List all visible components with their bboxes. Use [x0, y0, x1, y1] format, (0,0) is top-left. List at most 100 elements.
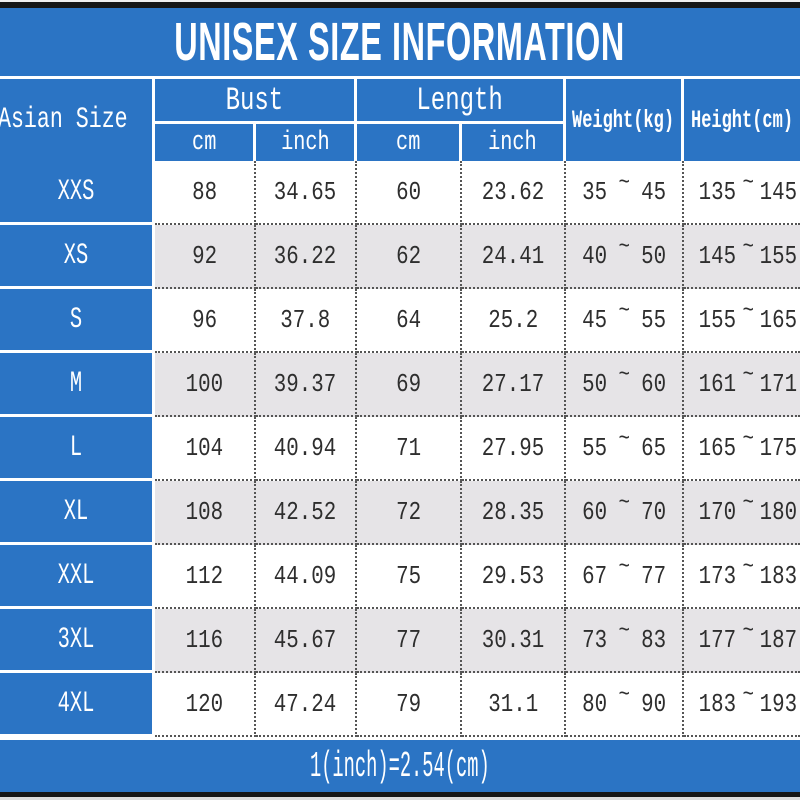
height-max-value: 175 [759, 433, 798, 463]
bust-inch-value: 39.37 [274, 369, 337, 399]
length-cm-value: 60 [396, 177, 421, 207]
length-cm-value: 79 [396, 689, 421, 719]
range-tilde: ~ [742, 233, 754, 261]
col-header-weight: Weight(kg) [566, 79, 684, 161]
height-range-cell: 161 ~ 171 [684, 353, 800, 417]
col-header-length-inch-label: inch [488, 127, 537, 158]
weight-max-value: 55 [640, 305, 666, 335]
bust-inch-cell: 37.8 [256, 289, 357, 353]
weight-max-value: 90 [640, 689, 666, 719]
bust-inch-value: 42.52 [274, 497, 337, 527]
size-label: 4XL [57, 686, 95, 721]
col-header-length-label: Length [416, 81, 504, 119]
weight-min-value: 45 [582, 305, 608, 335]
range-tilde: ~ [742, 169, 754, 197]
weight-max-value: 77 [640, 561, 666, 591]
length-cm-cell: 77 [357, 609, 462, 673]
length-cm-value: 77 [396, 625, 421, 655]
col-header-asian-size-label: Asian Size [0, 103, 128, 137]
length-cm-cell: 60 [357, 161, 462, 225]
length-cm-cell: 62 [357, 225, 462, 289]
bust-inch-value: 47.24 [274, 689, 337, 719]
bust-cm-value: 116 [185, 625, 224, 655]
height-min-value: 177 [698, 625, 737, 655]
chart-title-text: UNISEX SIZE INFORMATION [174, 12, 626, 72]
col-header-bust-inch-label: inch [280, 127, 330, 158]
length-cm-value: 71 [396, 433, 421, 463]
col-header-height: Height(cm) [684, 79, 800, 161]
range-tilde: ~ [742, 425, 754, 453]
col-header-length-inch: inch [462, 124, 566, 161]
bust-inch-cell: 42.52 [256, 481, 357, 545]
height-range-cell: 183 ~ 193 [684, 673, 800, 737]
height-min-value: 161 [698, 369, 737, 399]
bust-cm-cell: 100 [155, 353, 256, 417]
table-row: M 100 39.37 69 27.17 50 ~ 60 161 ~ 171 [0, 353, 800, 417]
length-inch-value: 23.62 [481, 177, 545, 207]
range-tilde: ~ [618, 489, 630, 517]
col-header-length-cm: cm [357, 124, 462, 161]
weight-range-cell: 50 ~ 60 [566, 353, 684, 417]
size-label: S [69, 302, 83, 337]
height-range-cell: 173 ~ 183 [684, 545, 800, 609]
size-label-cell: M [0, 353, 155, 417]
size-label: XL [63, 494, 89, 529]
weight-min-value: 60 [582, 497, 608, 527]
height-min-value: 145 [698, 241, 737, 271]
bust-inch-value: 45.67 [274, 625, 337, 655]
size-label: 3XL [57, 622, 95, 657]
size-label-cell: XS [0, 225, 155, 289]
size-label: M [69, 366, 83, 401]
size-label-cell: 3XL [0, 609, 155, 673]
range-tilde: ~ [742, 297, 754, 325]
height-range-cell: 170 ~ 180 [684, 481, 800, 545]
size-label-cell: L [0, 417, 155, 481]
top-edge-line [0, 0, 800, 2]
bust-cm-value: 104 [185, 433, 224, 463]
length-inch-value: 27.95 [481, 433, 545, 463]
bust-inch-value: 37.8 [280, 305, 331, 335]
range-tilde: ~ [618, 425, 630, 453]
range-tilde: ~ [742, 553, 754, 581]
length-cm-cell: 71 [357, 417, 462, 481]
bust-cm-value: 92 [192, 241, 217, 271]
length-inch-cell: 28.35 [462, 481, 566, 545]
range-tilde: ~ [742, 681, 754, 709]
length-cm-value: 75 [396, 561, 421, 591]
bust-inch-value: 44.09 [274, 561, 337, 591]
col-header-height-label: Height(cm) [690, 105, 794, 135]
range-tilde: ~ [618, 169, 630, 197]
bust-cm-value: 112 [185, 561, 224, 591]
weight-min-value: 80 [582, 689, 608, 719]
length-inch-cell: 24.41 [462, 225, 566, 289]
title-bar: UNISEX SIZE INFORMATION [0, 8, 800, 79]
bust-cm-cell: 88 [155, 161, 256, 225]
height-max-value: 193 [759, 689, 798, 719]
height-max-value: 145 [759, 177, 798, 207]
col-header-asian-size: Asian Size [0, 79, 155, 161]
weight-range-cell: 40 ~ 50 [566, 225, 684, 289]
weight-max-value: 65 [640, 433, 666, 463]
size-label-cell: 4XL [0, 673, 155, 737]
bottom-edge-line [0, 797, 800, 800]
height-min-value: 165 [698, 433, 737, 463]
conversion-note-text: 1(inch)=2.54(cm) [310, 745, 490, 787]
range-tilde: ~ [618, 681, 630, 709]
bust-cm-value: 96 [192, 305, 217, 335]
weight-range-cell: 73 ~ 83 [566, 609, 684, 673]
weight-min-value: 55 [582, 433, 608, 463]
bust-inch-value: 36.22 [274, 241, 337, 271]
range-tilde: ~ [742, 361, 754, 389]
bust-cm-cell: 104 [155, 417, 256, 481]
range-tilde: ~ [618, 233, 630, 261]
height-range-cell: 177 ~ 187 [684, 609, 800, 673]
bust-cm-cell: 108 [155, 481, 256, 545]
bust-inch-cell: 47.24 [256, 673, 357, 737]
range-tilde: ~ [618, 553, 630, 581]
length-inch-cell: 31.1 [462, 673, 566, 737]
bust-cm-cell: 92 [155, 225, 256, 289]
size-label: XXL [57, 558, 95, 593]
height-min-value: 135 [698, 177, 737, 207]
length-inch-value: 28.35 [481, 497, 545, 527]
